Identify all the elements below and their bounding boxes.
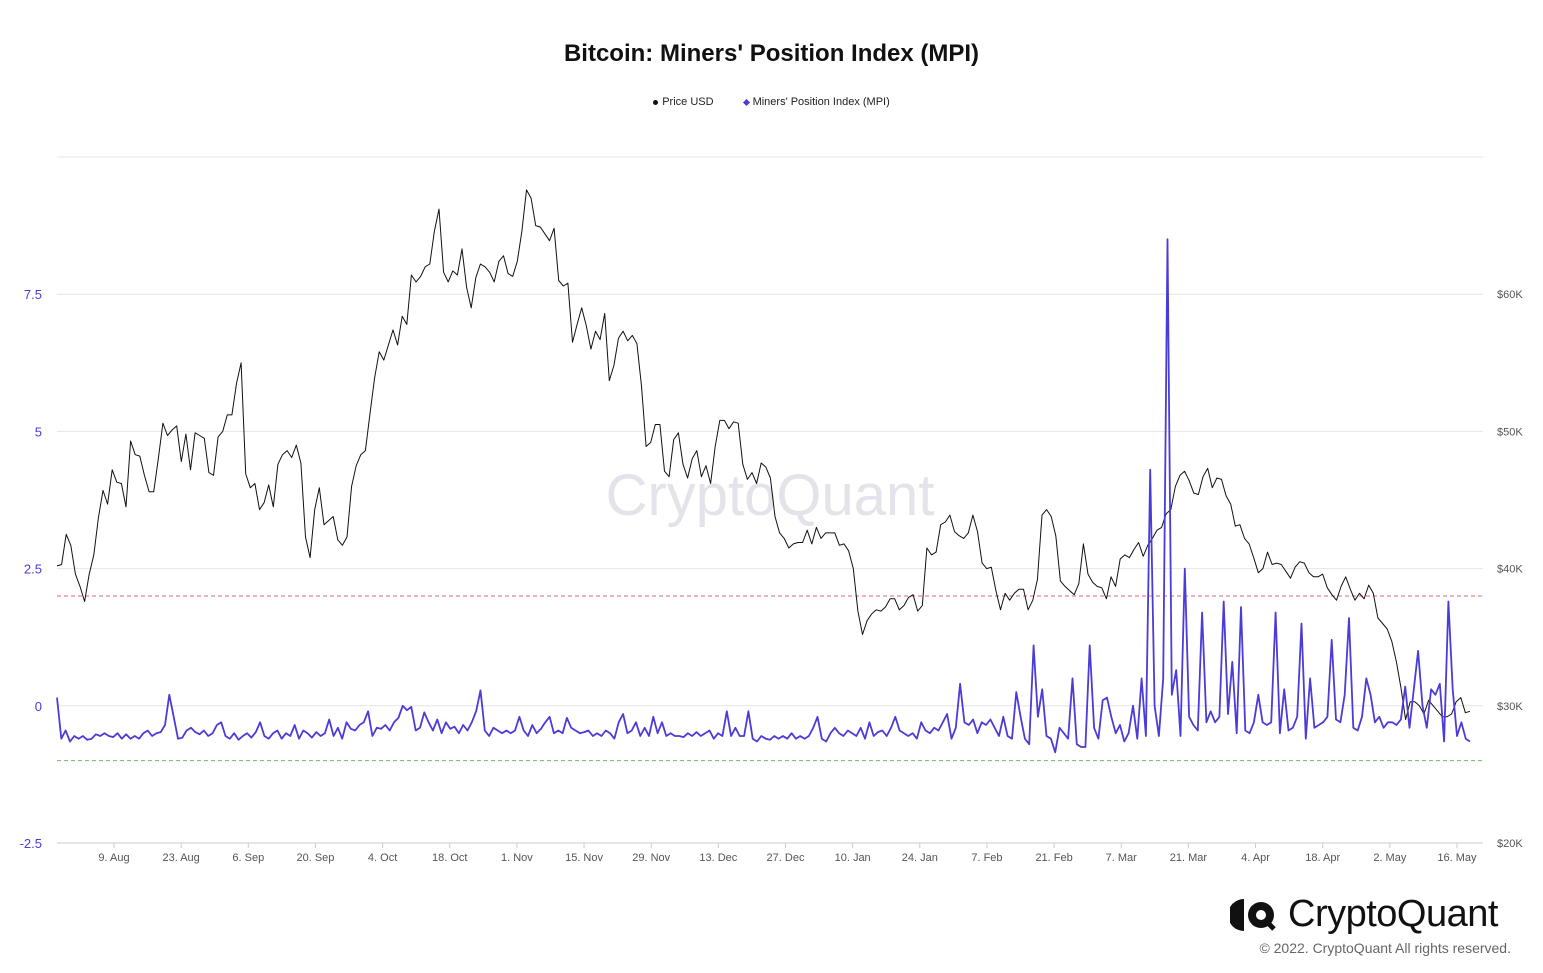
x-tick-label: 15. Nov bbox=[565, 852, 603, 864]
x-tick-label: 24. Jan bbox=[902, 852, 938, 864]
x-tick-label: 18. Oct bbox=[432, 852, 467, 864]
y-left-tick-label: 2.5 bbox=[24, 562, 42, 577]
mpi-line bbox=[56, 238, 1471, 754]
x-tick-label: 16. May bbox=[1437, 852, 1477, 864]
brand-name: CryptoQuant bbox=[1288, 893, 1498, 935]
y-left-tick-label: 0 bbox=[35, 699, 42, 714]
chart-title: Bitcoin: Miners' Position Index (MPI) bbox=[563, 40, 980, 67]
x-tick-label: 6. Sep bbox=[232, 852, 264, 864]
price-legend-marker bbox=[653, 99, 659, 105]
copyright-text: © 2022. CryptoQuant All rights reserved. bbox=[1259, 940, 1511, 956]
y-right-tick-label: $40K bbox=[1497, 564, 1523, 576]
x-tick-label: 4. Apr bbox=[1241, 852, 1270, 864]
cryptoquant-logo-icon bbox=[1230, 898, 1276, 931]
x-tick-label: 13. Dec bbox=[699, 852, 737, 864]
x-tick-label: 18. Apr bbox=[1305, 852, 1340, 864]
y-right-tick-label: $50K bbox=[1497, 426, 1523, 438]
x-tick-label: 7. Feb bbox=[971, 852, 1002, 864]
y-left-tick-label: 7.5 bbox=[24, 287, 42, 302]
legend-item-mpi[interactable]: Miners' Position Index (MPI) bbox=[742, 96, 890, 108]
x-tick-label: 2. May bbox=[1373, 852, 1407, 864]
x-tick-label: 7. Mar bbox=[1106, 852, 1138, 864]
x-tick-label: 21. Feb bbox=[1035, 852, 1072, 864]
x-tick-label: 1. Nov bbox=[501, 852, 533, 864]
brand-logo: CryptoQuant bbox=[1230, 893, 1498, 936]
watermark-text: CryptoQuant bbox=[606, 463, 935, 528]
x-tick-label: 20. Sep bbox=[296, 852, 334, 864]
x-tick-label: 9. Aug bbox=[98, 852, 129, 864]
x-tick-label: 27. Dec bbox=[767, 852, 805, 864]
x-tick-label: 21. Mar bbox=[1170, 852, 1208, 864]
legend-label-price: Price USD bbox=[662, 96, 714, 108]
x-tick-label: 10. Jan bbox=[835, 852, 871, 864]
price-usd-line bbox=[56, 189, 1471, 720]
legend-label-mpi: Miners' Position Index (MPI) bbox=[752, 96, 890, 108]
y-left-tick-label: -2.5 bbox=[20, 836, 42, 851]
x-tick-label: 29. Nov bbox=[632, 852, 670, 864]
y-left-tick-label: 5 bbox=[35, 424, 42, 439]
x-tick-label: 23. Aug bbox=[162, 852, 199, 864]
y-right-tick-label: $30K bbox=[1497, 701, 1523, 713]
y-right-tick-label: $20K bbox=[1497, 838, 1523, 850]
y-right-tick-label: $60K bbox=[1497, 289, 1523, 301]
chart-legend: Price USD Miners' Position Index (MPI) bbox=[0, 96, 1543, 108]
legend-item-price[interactable]: Price USD bbox=[653, 96, 714, 108]
x-tick-label: 4. Oct bbox=[368, 852, 397, 864]
